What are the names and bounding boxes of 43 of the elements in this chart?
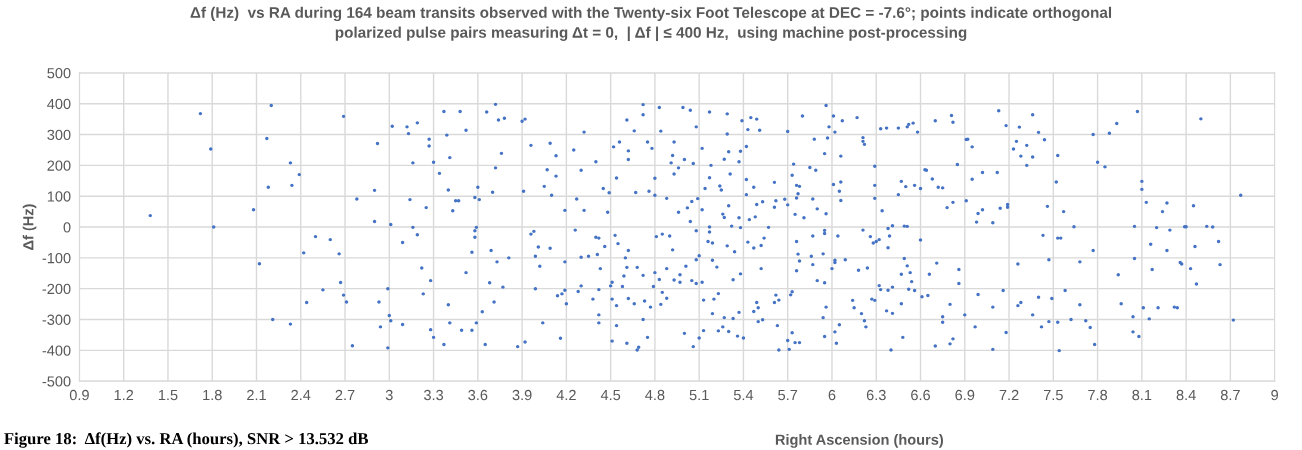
caption: Figure 18: Δf(Hz) vs. RA (hours), SNR > 13.532 dB — [4, 432, 369, 448]
chart-title: Δf (Hz) vs RA during 164 beam transits observed with the Twenty-six Foot Telescope at DEC = -7.6°; points indicate orthogonal polarized pulse pairs measuring Δt = 0, | Δf | ≤ 400 Hz, using machine post-processing — [190, 6, 1112, 42]
y-tick-label: -400 — [42, 345, 71, 356]
x-tick-label: 3 — [385, 389, 393, 401]
y-tick-label: -500 — [42, 376, 71, 387]
x-tick-label: 4.8 — [645, 389, 665, 401]
x-tick-label: 3.3 — [423, 389, 444, 401]
x-tick-label: 6 — [828, 389, 836, 401]
y-tick-label: 0 — [63, 222, 71, 233]
x-tick-label: 3.6 — [468, 389, 488, 401]
x-tick-label: 1.5 — [158, 390, 178, 401]
y-tick-label: 400 — [47, 98, 71, 110]
x-tick-label: 1.2 — [114, 389, 134, 401]
x-tick-label: 6.6 — [911, 389, 931, 401]
x-axis-title: Right Ascension (hours) — [775, 434, 943, 448]
x-tick-label: 8.4 — [1176, 389, 1196, 401]
x-tick-label: 4.2 — [556, 389, 576, 401]
x-tick-label: 2.4 — [291, 389, 311, 401]
x-tick-label: 6.3 — [866, 389, 886, 401]
y-tick-label: -100 — [42, 252, 71, 264]
y-tick-label: 200 — [47, 160, 71, 171]
y-tick-label: -200 — [42, 283, 71, 295]
x-tick-label: 6.9 — [955, 389, 975, 401]
x-tick-label: 9 — [1271, 389, 1279, 401]
y-axis-title: Δf (Hz) — [22, 204, 37, 250]
y-tick-label: 300 — [47, 129, 71, 140]
x-tick-label: 7.8 — [1088, 389, 1108, 401]
x-tick-label: 7.5 — [1043, 390, 1063, 401]
x-tick-label: 2.1 — [247, 389, 266, 401]
y-tick-label: -300 — [42, 314, 71, 325]
x-tick-label: 4.5 — [600, 390, 621, 401]
x-tick-label: 5.1 — [689, 390, 709, 401]
x-tick-label: 8.7 — [1220, 389, 1240, 401]
x-tick-label: 7.2 — [999, 389, 1019, 401]
x-tick-label: 5.4 — [733, 390, 754, 401]
x-tick-label: 3.9 — [512, 389, 532, 401]
x-tick-label: 8.1 — [1132, 389, 1152, 401]
y-tick-label: 500 — [47, 68, 71, 79]
x-tick-label: 2.7 — [335, 389, 355, 401]
x-tick-label: 5.7 — [778, 390, 798, 401]
y-tick-label: 100 — [47, 191, 71, 202]
x-tick-label: 0.9 — [69, 389, 89, 401]
x-tick-label: 1.8 — [203, 389, 222, 401]
